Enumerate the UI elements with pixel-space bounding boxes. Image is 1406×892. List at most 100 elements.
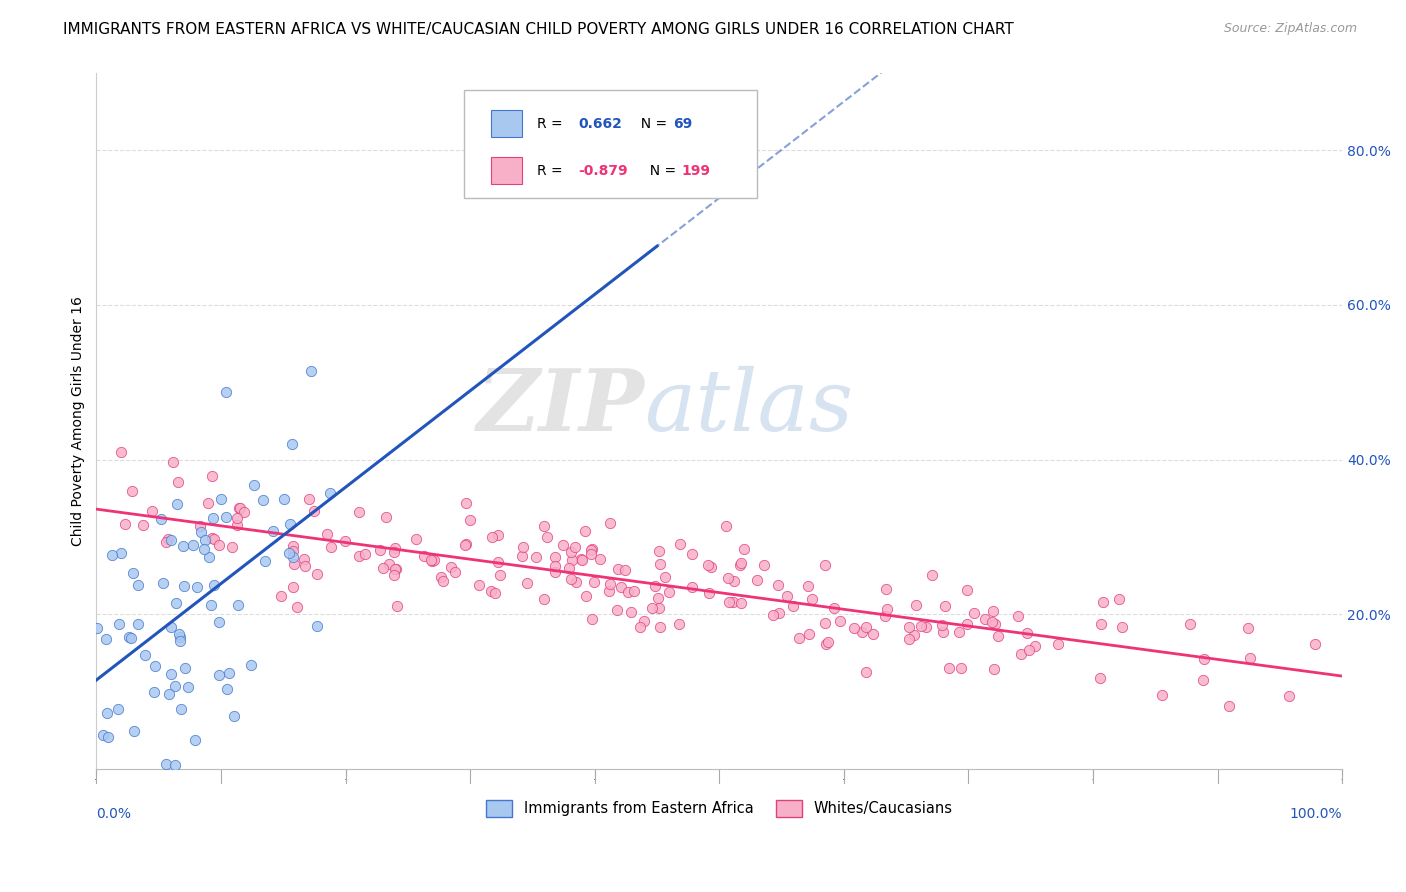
Point [194, 533, 217, 547]
Point [598, 584, 620, 599]
Point [225, 511, 247, 525]
Bar [491, 111, 523, 136]
Point [1090, 616, 1112, 631]
Point [233, 505, 256, 519]
Point [384, 562, 406, 576]
Point [512, 541, 534, 555]
Point [581, 541, 603, 556]
Point [432, 574, 454, 588]
Point [647, 601, 669, 615]
Point [420, 552, 443, 566]
Text: N =: N = [641, 163, 681, 178]
Text: Source: ZipAtlas.com: Source: ZipAtlas.com [1223, 22, 1357, 36]
Point [581, 542, 603, 557]
Point [623, 584, 645, 599]
Point [565, 575, 588, 590]
Point [647, 544, 669, 558]
Bar [491, 157, 523, 184]
Point [333, 534, 356, 549]
Point [122, 724, 145, 739]
Point [898, 620, 921, 634]
Point [1015, 625, 1038, 640]
Point [294, 558, 316, 573]
Point [150, 512, 173, 526]
Point [1192, 651, 1215, 665]
Point [481, 530, 503, 544]
Point [292, 552, 315, 566]
Point [121, 483, 143, 498]
Point [349, 505, 371, 519]
Point [553, 538, 575, 552]
Point [384, 541, 406, 555]
Point [110, 444, 132, 458]
Point [302, 504, 325, 518]
Point [658, 585, 681, 599]
Point [973, 612, 995, 626]
Point [668, 616, 690, 631]
Point [560, 544, 582, 558]
Point [134, 648, 156, 662]
Y-axis label: Child Poverty Among Girls Under 16: Child Poverty Among Girls Under 16 [72, 296, 86, 546]
Point [956, 582, 979, 597]
Point [186, 580, 208, 594]
Point [648, 619, 671, 633]
Point [787, 632, 810, 646]
Point [188, 518, 211, 533]
Point [488, 568, 510, 582]
Point [378, 557, 401, 571]
Point [619, 605, 641, 619]
Point [561, 553, 583, 567]
Point [730, 556, 752, 570]
Point [717, 571, 740, 585]
Point [1303, 637, 1326, 651]
Point [114, 516, 136, 531]
Point [544, 549, 567, 564]
Point [516, 576, 538, 591]
Point [132, 517, 155, 532]
Point [524, 550, 547, 565]
Point [215, 510, 238, 524]
Point [762, 607, 785, 622]
Point [723, 574, 745, 588]
Point [226, 518, 249, 533]
Point [382, 568, 405, 582]
Point [174, 661, 197, 675]
Point [1088, 671, 1111, 685]
Point [202, 532, 225, 546]
Point [215, 384, 238, 399]
Point [177, 680, 200, 694]
Point [157, 687, 180, 701]
Point [278, 517, 301, 532]
Point [633, 614, 655, 628]
Point [700, 560, 723, 574]
Text: 199: 199 [682, 163, 711, 178]
Point [454, 538, 477, 552]
Point [814, 616, 837, 631]
Point [543, 566, 565, 580]
Point [319, 541, 342, 555]
Point [243, 477, 266, 491]
Point [110, 546, 132, 560]
Point [316, 526, 339, 541]
Point [610, 580, 633, 594]
Point [1024, 639, 1046, 653]
Point [172, 539, 194, 553]
Point [544, 558, 567, 573]
Point [160, 533, 183, 547]
Text: ZIP: ZIP [477, 366, 644, 449]
Point [904, 599, 927, 613]
Point [932, 624, 955, 639]
Point [468, 577, 491, 591]
Point [697, 586, 720, 600]
Point [142, 684, 165, 698]
Point [163, 679, 186, 693]
Point [152, 575, 174, 590]
Point [533, 591, 555, 606]
Point [228, 598, 250, 612]
Text: atlas: atlas [644, 366, 853, 449]
Point [981, 604, 1004, 618]
Point [162, 455, 184, 469]
Point [270, 589, 292, 603]
Point [122, 566, 145, 581]
Point [668, 537, 690, 551]
